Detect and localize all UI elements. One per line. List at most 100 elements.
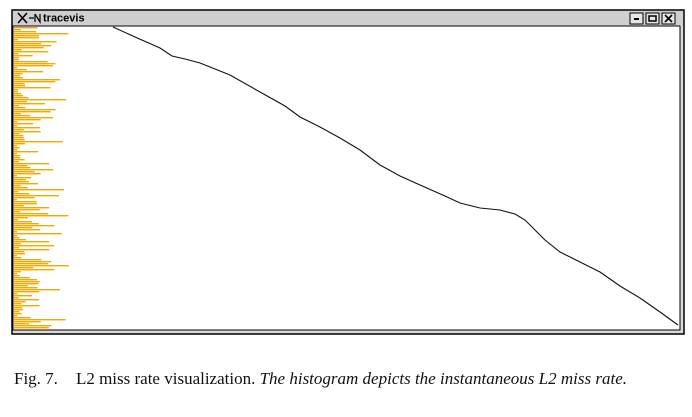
histogram-bar [14, 129, 24, 131]
histogram-bar [14, 203, 38, 205]
histogram-bar [14, 59, 19, 61]
histogram-bar [14, 179, 26, 181]
histogram-bar [14, 103, 45, 105]
histogram-bar [14, 291, 40, 293]
histogram-bar [14, 227, 33, 229]
histogram-bar [14, 105, 19, 107]
histogram-bar [14, 271, 21, 273]
histogram-bar [14, 45, 52, 47]
histogram-bar [14, 319, 66, 321]
histogram-bar [14, 231, 18, 233]
histogram-bar [14, 327, 49, 329]
histogram-bar [14, 73, 23, 75]
histogram-bar [14, 305, 40, 307]
histogram-bar [14, 185, 21, 187]
histogram-bar [14, 81, 56, 83]
histogram-bar [14, 153, 17, 155]
histogram-bar [14, 219, 19, 221]
histogram-bar [14, 235, 18, 237]
histogram-bar [14, 303, 22, 305]
minimize-glyph [634, 18, 639, 20]
histogram-bar [14, 147, 20, 149]
trace-line [112, 26, 679, 326]
histogram-bar [14, 247, 20, 249]
histogram-bar [14, 287, 38, 289]
histogram-bar [14, 213, 49, 215]
histogram-bar [14, 171, 35, 173]
window-title: tracevis [43, 13, 85, 25]
histogram-bar [14, 255, 17, 257]
window-controls [629, 12, 676, 25]
maximize-glyph [648, 15, 657, 22]
histogram-bar [14, 123, 34, 125]
histogram-bar [14, 293, 18, 295]
histogram-bar [14, 121, 18, 123]
histogram-bar [14, 239, 27, 241]
histogram-bar [14, 47, 44, 49]
histogram-bar [14, 167, 31, 169]
histogram-bar [14, 49, 22, 51]
histogram-bar [14, 189, 64, 191]
histogram-bar [14, 163, 50, 165]
histogram-bar [14, 91, 18, 93]
histogram-bar [14, 77, 23, 79]
histogram-bar [14, 281, 40, 283]
histogram-bar [14, 29, 21, 31]
histogram-bar [14, 265, 69, 267]
histogram-bar [14, 27, 38, 29]
histogram-bar [14, 207, 50, 209]
histogram-bar [14, 279, 37, 281]
histogram-bar [14, 273, 17, 275]
maximize-button[interactable] [645, 12, 660, 25]
histogram-bar [14, 245, 55, 247]
histogram-bar [14, 193, 30, 195]
histogram-bar [14, 89, 19, 91]
histogram-bar [14, 225, 55, 227]
histogram-bar [14, 155, 21, 157]
histogram-bar [14, 173, 41, 175]
histogram-bar [14, 275, 20, 277]
histogram-bar [14, 127, 41, 129]
histogram-bar [14, 191, 19, 193]
histogram-bar [14, 209, 40, 211]
histogram-bar [14, 145, 17, 147]
histogram [14, 27, 69, 329]
histogram-bar [14, 119, 41, 121]
histogram-bar [14, 165, 28, 167]
histogram-bar [14, 75, 21, 77]
histogram-bar [14, 313, 22, 315]
histogram-bar [14, 97, 29, 99]
histogram-bar [14, 43, 42, 45]
histogram-bar [14, 61, 48, 63]
histogram-bar [14, 201, 37, 203]
menu-icon[interactable] [29, 13, 41, 25]
histogram-bar [14, 85, 26, 87]
histogram-bar [14, 223, 39, 225]
histogram-bar [14, 133, 20, 135]
histogram-bar [14, 177, 32, 179]
histogram-bar [14, 321, 41, 323]
histogram-bar [14, 217, 28, 219]
histogram-bar [14, 57, 20, 59]
caption-text: The histogram depicts the instantaneous … [259, 369, 627, 388]
histogram-bar [14, 299, 39, 301]
histogram-bar [14, 139, 25, 141]
histogram-bar [14, 295, 33, 297]
histogram-bar [14, 233, 62, 235]
histogram-bar [14, 67, 18, 69]
histogram-bar [14, 259, 42, 261]
histogram-bar [14, 93, 22, 95]
histogram-bar [14, 205, 24, 207]
histogram-bar [14, 237, 20, 239]
histogram-bar [14, 311, 20, 313]
histogram-bar [14, 151, 39, 153]
histogram-bar [14, 79, 61, 81]
histogram-bar [14, 87, 51, 89]
histogram-bar [14, 141, 63, 143]
histogram-bar [14, 243, 21, 245]
histogram-bar [14, 183, 39, 185]
histogram-bar [14, 55, 33, 57]
histogram-bar [14, 301, 26, 303]
histogram-bar [14, 131, 41, 133]
histogram-bar [14, 51, 49, 53]
